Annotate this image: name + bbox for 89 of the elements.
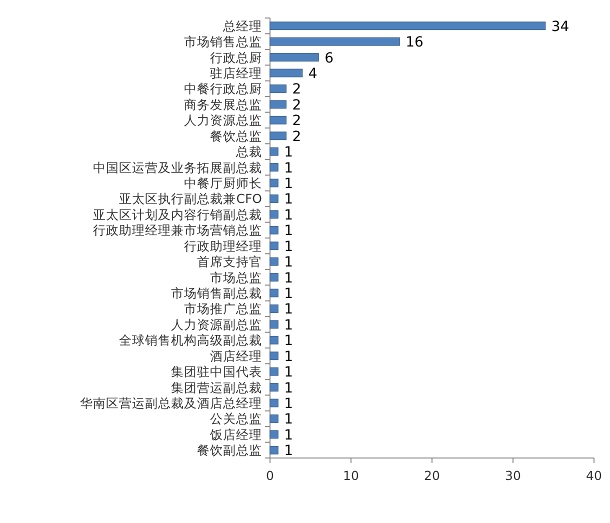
- x-tick-label: 30: [505, 468, 521, 483]
- x-tick-label: 0: [266, 468, 274, 483]
- y-tick-label: 总裁: [235, 144, 262, 160]
- x-tick-label: 40: [586, 468, 602, 483]
- bar: [270, 398, 278, 408]
- data-label: 1: [284, 144, 294, 161]
- data-label: 1: [284, 160, 294, 176]
- y-tick-label: 首席支持官: [197, 254, 262, 270]
- y-tick-label: 总经理: [222, 18, 262, 34]
- data-label: 1: [284, 176, 294, 192]
- y-tick-label: 公关总监: [210, 411, 262, 426]
- bar: [270, 210, 278, 219]
- y-tick-label: 行政总厨: [210, 50, 262, 65]
- bar: [270, 147, 278, 156]
- data-label: 34: [551, 18, 570, 35]
- bar: [270, 352, 278, 360]
- bar: [270, 194, 278, 203]
- data-label: 1: [284, 238, 294, 255]
- data-label: 1: [284, 302, 294, 318]
- data-label: 2: [292, 113, 302, 130]
- y-tick-label: 亚太区计划及内容行销副总裁: [93, 206, 262, 222]
- y-tick-label: 人力资源总监: [184, 112, 262, 128]
- y-tick-label: 驻店经理: [210, 66, 262, 80]
- data-label: 1: [284, 348, 294, 365]
- data-label: 1: [284, 380, 294, 396]
- y-tick-label: 餐饮副总监: [197, 442, 262, 458]
- bar: [270, 178, 278, 188]
- y-tick-label: 酒店经理: [210, 348, 262, 364]
- y-tick-label: 市场销售总监: [184, 34, 262, 50]
- data-label: 1: [284, 396, 294, 412]
- data-label: 6: [324, 50, 334, 66]
- data-label: 1: [284, 270, 294, 286]
- y-tick-label: 华南区营运副总裁及酒店总经理: [80, 396, 262, 410]
- data-label: 1: [284, 192, 294, 208]
- y-tick-label: 亚太区执行副总裁兼CFO: [119, 191, 262, 206]
- bar: [270, 100, 286, 109]
- bar: [270, 68, 303, 78]
- bar: [270, 304, 278, 313]
- bar: [270, 84, 286, 93]
- y-tick-label: 中国区运营及业务拓展副总裁: [93, 160, 262, 175]
- y-tick-label: 商务发展总监: [184, 96, 262, 112]
- bar: [270, 320, 278, 329]
- y-tick-label: 饭店经理: [209, 426, 262, 442]
- bar: [270, 257, 278, 266]
- bar: [270, 367, 278, 376]
- bar: [270, 37, 400, 46]
- y-tick-label: 市场总监: [210, 270, 262, 285]
- data-label: 1: [284, 317, 294, 334]
- bar: [270, 22, 546, 30]
- bar: [270, 116, 286, 124]
- bar: [270, 273, 278, 282]
- data-label: 1: [284, 254, 294, 271]
- data-label: 2: [292, 128, 302, 145]
- data-label: 4: [308, 66, 318, 82]
- bar: [270, 53, 319, 62]
- y-tick-label: 全球销售机构高级副总裁: [119, 332, 262, 348]
- data-label: 16: [406, 34, 424, 51]
- data-label: 1: [284, 286, 294, 302]
- bar: [270, 242, 278, 250]
- bar: [270, 132, 286, 140]
- bar: [270, 414, 278, 423]
- y-tick-label: 集团营运副总裁: [171, 380, 262, 395]
- bar: [270, 383, 278, 392]
- y-tick-label: 行政助理经理: [184, 238, 262, 254]
- data-label: 1: [284, 412, 294, 428]
- y-tick-label: 人力资源副总监: [171, 316, 262, 332]
- data-label: 1: [284, 443, 294, 460]
- data-label: 2: [292, 82, 302, 98]
- bar: [270, 226, 278, 234]
- data-label: 2: [292, 97, 302, 114]
- data-label: 1: [284, 333, 294, 350]
- x-tick-label: 10: [343, 468, 359, 483]
- data-label: 1: [284, 364, 294, 381]
- y-tick-label: 集团驻中国代表: [171, 364, 262, 380]
- data-label: 1: [284, 223, 294, 240]
- y-tick-label: 餐饮总监: [210, 128, 262, 144]
- bar: [270, 163, 278, 172]
- data-label: 1: [284, 207, 294, 224]
- bar: [270, 430, 278, 439]
- y-tick-label: 市场销售副总裁: [171, 286, 262, 300]
- y-tick-label: 中餐行政总厨: [184, 81, 262, 96]
- bar: [270, 446, 278, 454]
- bar: [270, 288, 278, 298]
- y-tick-label: 中餐厅厨师长: [184, 176, 262, 190]
- data-label: 1: [284, 427, 294, 444]
- y-tick-label: 市场推广总监: [184, 301, 262, 316]
- y-tick-label: 行政助理经理兼市场营销总监: [93, 222, 262, 238]
- bar: [270, 336, 278, 344]
- x-tick-label: 20: [424, 468, 440, 483]
